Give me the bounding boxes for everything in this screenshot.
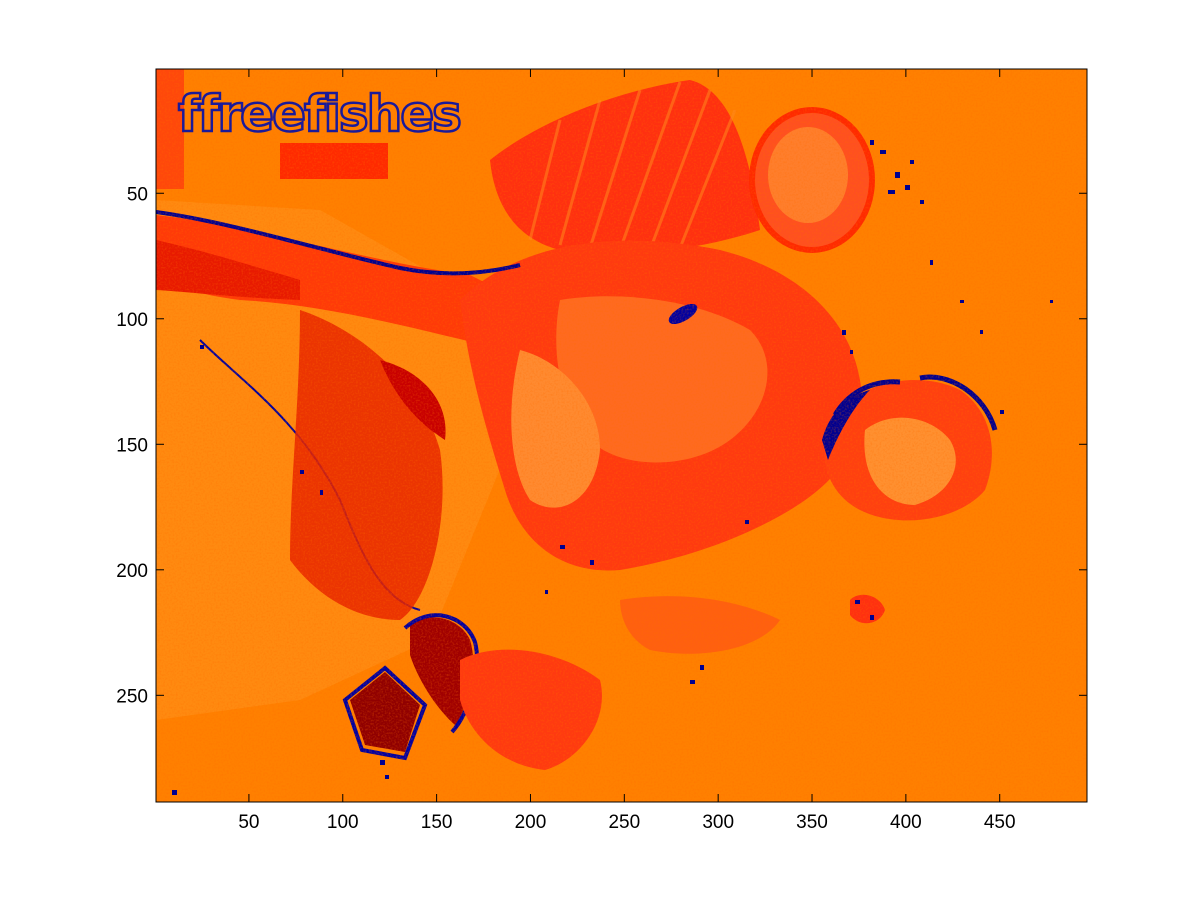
fish-image: ffreefishes bbox=[156, 69, 1087, 802]
x-tick-label: 450 bbox=[984, 812, 1016, 833]
watermark-text: ffreefishes bbox=[178, 85, 460, 143]
x-tick-label: 50 bbox=[238, 812, 259, 833]
axes-frame bbox=[155, 68, 1088, 803]
blue-speckles bbox=[172, 140, 1053, 795]
y-tick-label: 100 bbox=[116, 310, 148, 331]
x-tick-label: 250 bbox=[608, 812, 640, 833]
y-tick-label: 150 bbox=[116, 435, 148, 456]
image-grain bbox=[156, 69, 1087, 802]
x-tick-label: 350 bbox=[796, 812, 828, 833]
x-tick-label: 400 bbox=[890, 812, 922, 833]
x-tick-label: 300 bbox=[702, 812, 734, 833]
x-axis: 50 100 150 200 250 300 350 400 450 bbox=[238, 69, 1016, 833]
y-tick-label: 250 bbox=[116, 686, 148, 707]
x-tick-label: 150 bbox=[421, 812, 453, 833]
x-tick-label: 200 bbox=[515, 812, 547, 833]
y-tick-label: 50 bbox=[127, 184, 148, 205]
x-tick-label: 100 bbox=[327, 812, 359, 833]
y-axis: 50 100 150 200 250 bbox=[116, 184, 1087, 707]
y-tick-label: 200 bbox=[116, 561, 148, 582]
